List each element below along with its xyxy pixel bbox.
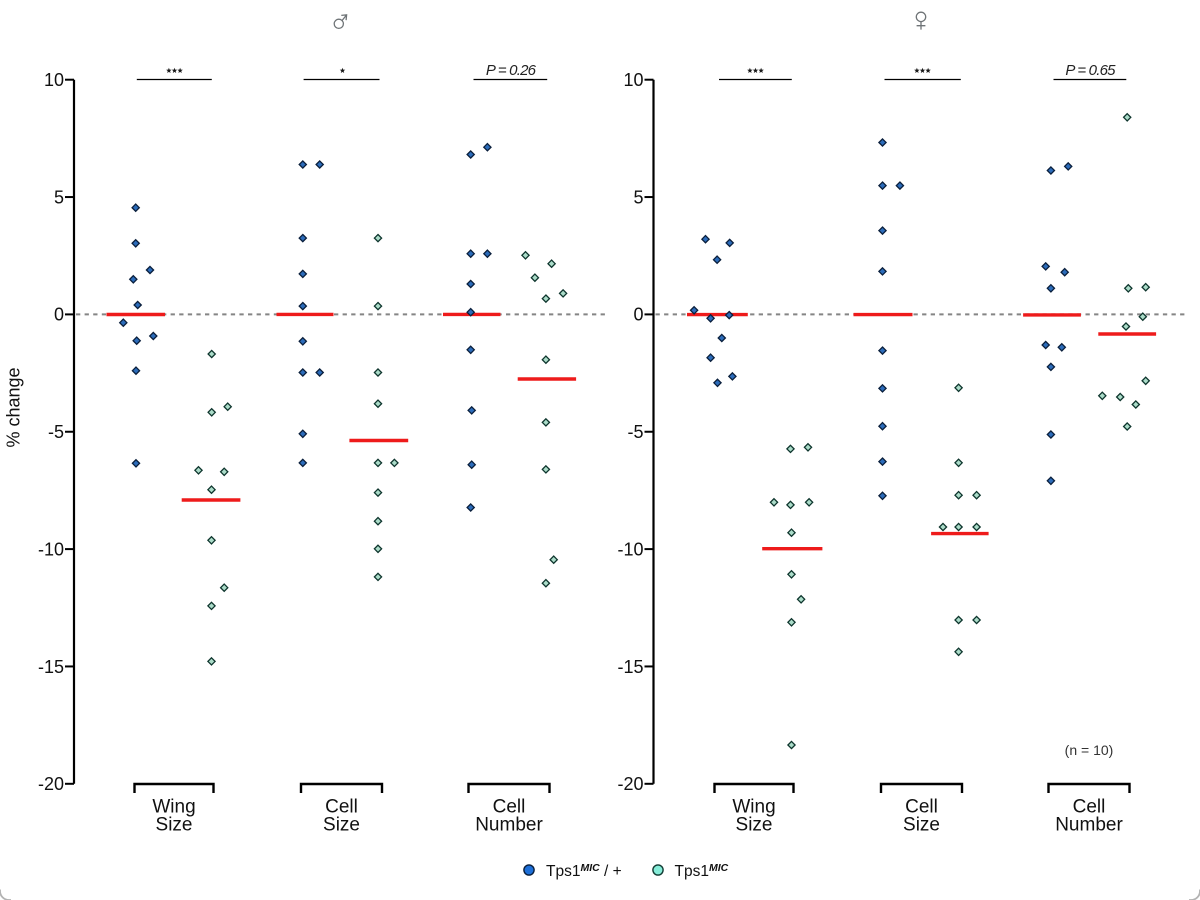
svg-text:5: 5 bbox=[633, 187, 643, 207]
svg-text:Size: Size bbox=[156, 815, 193, 836]
svg-text:10: 10 bbox=[623, 70, 643, 90]
svg-text:Cell: Cell bbox=[905, 797, 938, 818]
svg-text:-15: -15 bbox=[38, 657, 64, 677]
svg-text:Cell: Cell bbox=[1073, 797, 1106, 818]
svg-text:0: 0 bbox=[633, 305, 643, 325]
svg-text:-15: -15 bbox=[617, 657, 643, 677]
svg-text:% change: % change bbox=[4, 367, 24, 447]
svg-text:-10: -10 bbox=[38, 539, 64, 559]
svg-text:Size: Size bbox=[903, 815, 940, 836]
svg-text:0: 0 bbox=[54, 305, 64, 325]
svg-text:Tps1MIC / +: Tps1MIC / + bbox=[546, 862, 622, 880]
svg-text:Number: Number bbox=[475, 815, 543, 836]
svg-text:-5: -5 bbox=[48, 422, 64, 442]
svg-text:P = 0.65: P = 0.65 bbox=[1065, 62, 1116, 79]
svg-text:Wing: Wing bbox=[152, 797, 195, 818]
svg-text:-5: -5 bbox=[627, 422, 643, 442]
svg-text:Cell: Cell bbox=[493, 797, 526, 818]
svg-text:-10: -10 bbox=[617, 539, 643, 559]
svg-text:(n = 10): (n = 10) bbox=[1065, 742, 1114, 758]
svg-text:Size: Size bbox=[736, 815, 773, 836]
svg-text:P = 0.26: P = 0.26 bbox=[486, 62, 537, 79]
svg-text:Wing: Wing bbox=[732, 797, 775, 818]
svg-text:Size: Size bbox=[323, 815, 360, 836]
svg-text:-20: -20 bbox=[38, 774, 64, 794]
svg-text:Cell: Cell bbox=[325, 797, 358, 818]
svg-text:Number: Number bbox=[1055, 815, 1123, 836]
svg-text:10: 10 bbox=[44, 70, 64, 90]
svg-text:5: 5 bbox=[54, 187, 64, 207]
svg-text:-20: -20 bbox=[617, 774, 643, 794]
